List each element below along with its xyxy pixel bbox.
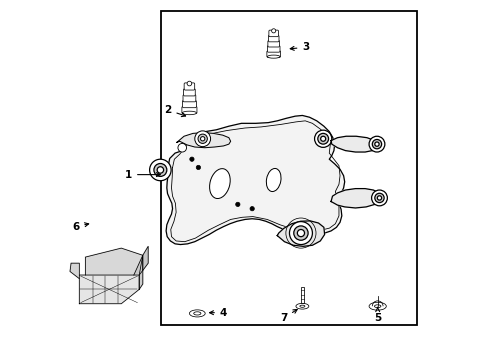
Circle shape [250,207,254,211]
Ellipse shape [194,312,201,315]
Circle shape [195,131,211,147]
Circle shape [236,202,240,207]
Ellipse shape [267,168,281,192]
Ellipse shape [296,303,309,309]
FancyBboxPatch shape [183,95,196,102]
Circle shape [371,190,388,206]
Polygon shape [85,248,143,275]
Circle shape [294,226,308,240]
Bar [300,287,304,306]
FancyBboxPatch shape [182,100,196,108]
Circle shape [375,193,384,203]
Polygon shape [139,255,143,289]
Circle shape [178,143,187,152]
FancyBboxPatch shape [182,107,197,113]
Polygon shape [70,263,79,279]
Circle shape [271,29,276,33]
Ellipse shape [268,55,280,58]
Text: 3: 3 [290,42,310,52]
Circle shape [154,163,167,176]
Polygon shape [153,163,167,177]
Circle shape [149,159,171,181]
Ellipse shape [300,305,305,307]
Text: 6: 6 [72,222,89,231]
Ellipse shape [182,111,196,115]
Text: 1: 1 [125,170,160,180]
Polygon shape [331,136,378,152]
Text: 5: 5 [374,307,381,323]
Circle shape [196,165,200,170]
Text: 4: 4 [210,308,227,318]
FancyBboxPatch shape [267,51,280,57]
Circle shape [190,157,194,161]
Circle shape [315,130,332,147]
Circle shape [372,139,382,149]
FancyBboxPatch shape [184,83,195,90]
Circle shape [198,134,207,143]
Ellipse shape [369,302,386,310]
Polygon shape [79,275,139,304]
Circle shape [297,229,304,237]
Circle shape [318,134,329,144]
Text: 2: 2 [164,105,186,117]
Circle shape [377,196,382,200]
Ellipse shape [210,168,230,198]
Polygon shape [134,246,148,275]
FancyBboxPatch shape [269,35,279,42]
Polygon shape [277,221,324,246]
Circle shape [320,136,326,141]
Circle shape [369,136,385,152]
Bar [161,12,417,325]
Text: 7: 7 [280,310,297,323]
Polygon shape [331,189,381,208]
Circle shape [200,136,205,141]
Circle shape [375,142,379,146]
FancyBboxPatch shape [268,40,279,47]
FancyBboxPatch shape [269,30,278,37]
FancyBboxPatch shape [184,89,195,96]
Circle shape [290,222,313,244]
Circle shape [187,81,192,86]
FancyBboxPatch shape [268,46,280,52]
Polygon shape [166,116,344,244]
Ellipse shape [190,310,205,317]
Polygon shape [177,133,231,148]
Ellipse shape [374,305,381,308]
Circle shape [157,167,164,173]
